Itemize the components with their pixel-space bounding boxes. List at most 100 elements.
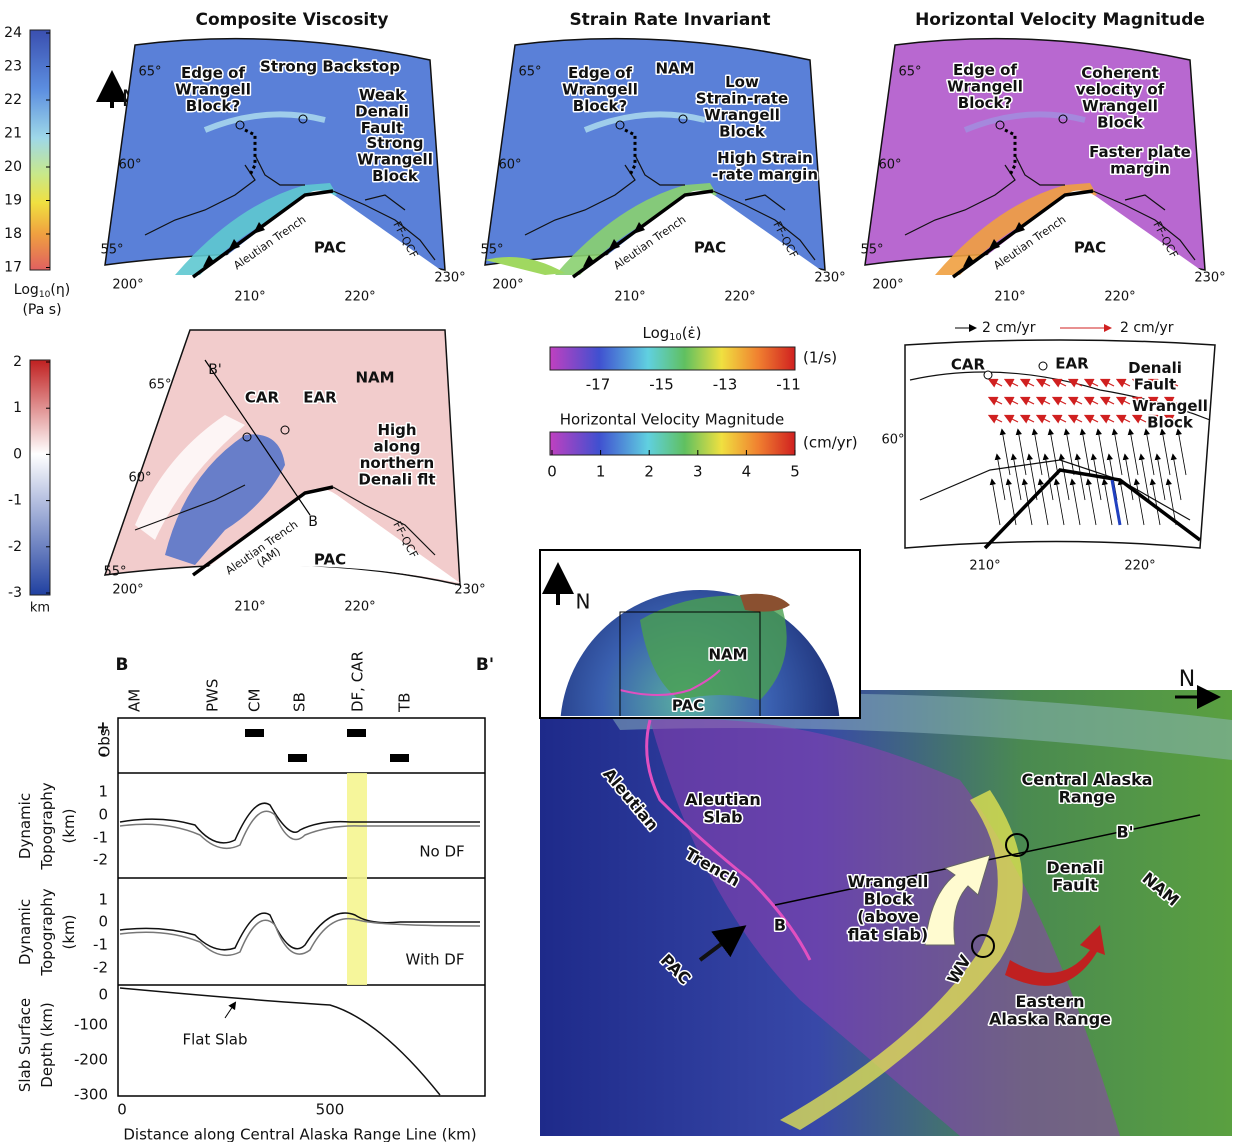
label: 0 <box>98 986 108 1004</box>
highlight-band <box>347 773 367 985</box>
label-part: (ε̇) <box>682 324 702 342</box>
label-line: Denali <box>355 102 409 120</box>
label: PAC <box>672 697 704 715</box>
label: B <box>116 655 129 675</box>
label: 2 <box>13 354 22 370</box>
label: (Pa s) <box>22 302 61 318</box>
label-line: Coherent <box>1081 64 1159 82</box>
label-line: High Strain <box>717 149 813 167</box>
obs-bar <box>390 754 409 762</box>
label-line: Block <box>719 122 766 140</box>
label: 17 <box>4 260 22 276</box>
label: PAC <box>314 551 346 569</box>
label-line: Eastern <box>1015 992 1084 1011</box>
label-line: Dynamic <box>16 899 34 965</box>
label: 60° <box>498 158 521 173</box>
label-line: Wrangell <box>1082 97 1158 115</box>
label: 1 <box>98 891 108 909</box>
label: 200° <box>492 278 523 293</box>
label: 210° <box>234 600 265 615</box>
label: CAR <box>245 389 280 407</box>
label-line: margin <box>1110 159 1170 177</box>
station <box>1039 362 1047 370</box>
label-line: Wrangell <box>175 80 251 98</box>
label: 55° <box>103 565 126 580</box>
margin-band <box>485 257 565 275</box>
label-line: Dynamic <box>16 793 34 859</box>
label: -200 <box>74 1051 108 1069</box>
label: Slab SurfaceDepth (km) <box>16 998 56 1092</box>
label-line: High <box>377 421 416 439</box>
annotation-arrow <box>225 1003 235 1018</box>
label: WrangellBlock(aboveflat slab) <box>848 872 929 944</box>
label: 500 <box>316 1101 345 1119</box>
label-line: Strain-rate <box>696 89 788 107</box>
label: 200° <box>872 278 903 293</box>
label-line: flat slab) <box>848 924 928 943</box>
label: 3 <box>693 463 703 481</box>
slab-curve <box>120 988 440 1095</box>
label: 65° <box>148 378 171 393</box>
label: DenaliFault <box>1046 858 1103 895</box>
label: -13 <box>713 376 738 394</box>
label: CM <box>246 689 264 712</box>
label: -100 <box>74 1016 108 1034</box>
label: 22 <box>4 92 22 108</box>
label-line: (above <box>857 907 919 926</box>
label: 200° <box>112 278 143 293</box>
label: Strain Rate Invariant <box>569 10 770 30</box>
label-line: Block <box>1147 413 1194 431</box>
label: -3 <box>8 585 22 601</box>
label: CAR <box>951 356 986 374</box>
label-line: Slab Surface <box>16 998 34 1092</box>
label: 55° <box>480 243 503 258</box>
label: EAR <box>1055 355 1089 373</box>
label: - <box>100 745 107 764</box>
label: 24 <box>4 25 22 41</box>
label-line: Topography <box>38 782 56 870</box>
label-line: Low <box>725 73 759 91</box>
label: 220° <box>344 600 375 615</box>
label: 220° <box>724 290 755 305</box>
label-line: northern <box>360 454 434 472</box>
label: 65° <box>518 65 541 80</box>
label: 2 <box>644 463 654 481</box>
label-line: Topography <box>38 888 56 976</box>
label: 23 <box>4 59 22 75</box>
label-line: Edge of <box>953 61 1017 79</box>
label-line: Edge of <box>181 64 245 82</box>
label-line: (km) <box>60 914 78 949</box>
label-line: Block <box>864 889 913 908</box>
label: 220° <box>1104 290 1135 305</box>
label: -1 <box>93 829 108 847</box>
axis-label: Log10(η) <box>14 282 70 300</box>
label: 210° <box>969 559 1000 574</box>
label-part: Log <box>14 282 39 298</box>
label: 55° <box>100 243 123 258</box>
label: Flat Slab <box>182 1031 247 1049</box>
label: B' <box>476 655 494 675</box>
label-part: (η) <box>50 282 70 298</box>
label-line: Slab <box>703 807 742 826</box>
label: 1 <box>98 783 108 801</box>
label: 2 cm/yr <box>1120 320 1174 336</box>
label: 210° <box>994 290 1025 305</box>
label: -2 <box>8 539 22 555</box>
label-line: Edge of <box>568 64 632 82</box>
label: -15 <box>649 376 674 394</box>
label-line: Block <box>372 167 419 185</box>
label-line: Block? <box>958 94 1012 112</box>
label: B <box>774 916 786 935</box>
label: (1/s) <box>803 349 837 367</box>
label: DynamicTopography(km) <box>16 782 78 870</box>
label: 65° <box>138 65 161 80</box>
label: B' <box>1116 823 1133 842</box>
label: AM <box>126 689 144 712</box>
label-line: Strong <box>366 134 423 152</box>
label: 55° <box>860 243 883 258</box>
profile-curve <box>120 803 480 843</box>
label: + <box>96 718 109 737</box>
label: 60° <box>881 433 904 448</box>
label-line: Block? <box>573 97 627 115</box>
